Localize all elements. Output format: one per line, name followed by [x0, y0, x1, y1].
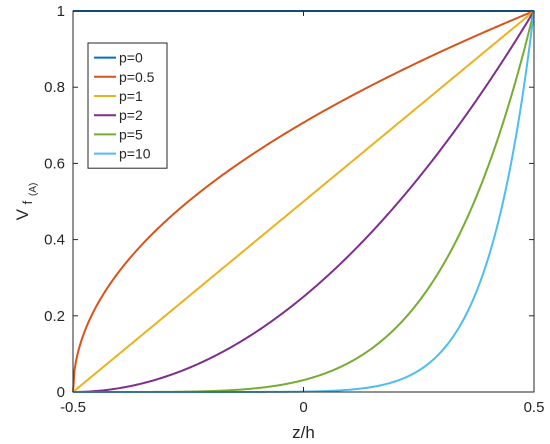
y-tick-label: 0.6 [44, 155, 65, 172]
y-axis-label-main: V [13, 208, 32, 220]
labels-layer: z/h V f (A) [13, 183, 315, 442]
legend-label: p=5 [119, 126, 143, 142]
y-tick-label: 0.8 [44, 79, 65, 96]
legend-label: p=0.5 [119, 69, 155, 85]
legend: p=0 p=0.5 p=1 p=2 p=5 p=10 [87, 42, 168, 169]
legend-label: p=2 [119, 107, 143, 123]
y-axis-label-text: V f (A) [13, 183, 39, 221]
y-tick-label: 0.2 [44, 308, 65, 325]
x-axis-label: z/h [292, 423, 315, 442]
legend-box [87, 42, 168, 169]
legend-label: p=10 [119, 146, 151, 162]
legend-label: p=0 [119, 50, 143, 66]
ticks-layer: -0.5 0 0.500.20.40.60.81 [44, 3, 544, 416]
series-line-p-1 [72, 10, 535, 393]
y-axis-label-sub: f [20, 200, 35, 204]
series-line-p-0-5 [72, 10, 535, 393]
legend-label: p=1 [119, 88, 143, 104]
series-line-p-2 [73, 10, 535, 393]
y-tick-label: 0.4 [44, 232, 65, 249]
x-tick-label: 0 [299, 399, 307, 416]
x-tick-label: 0.5 [524, 399, 545, 416]
y-tick-label: 1 [57, 3, 65, 20]
y-tick-label: 0 [57, 384, 65, 401]
y-axis-label: V f (A) [13, 183, 39, 221]
y-axis-label-subsub: (A) [28, 183, 39, 196]
x-tick-label: -0.5 [60, 399, 86, 416]
